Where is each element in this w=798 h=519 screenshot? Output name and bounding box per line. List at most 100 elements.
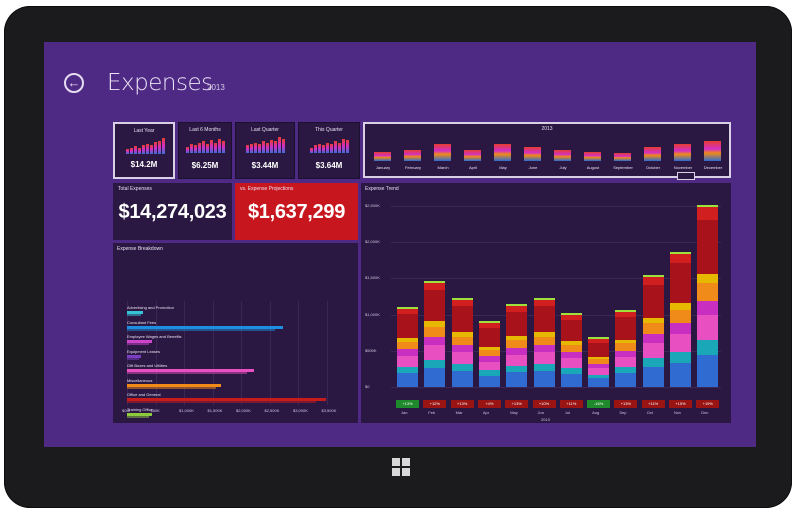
trend-bar-segment[interactable]	[670, 253, 691, 264]
trend-bar-segment[interactable]	[670, 263, 691, 304]
month-bar[interactable]	[704, 141, 721, 161]
trend-bar-segment[interactable]	[697, 220, 719, 274]
trend-bar-segment[interactable]	[478, 327, 500, 347]
trend-bar-segment[interactable]	[506, 354, 528, 366]
trend-bar-segment[interactable]	[588, 339, 610, 343]
trend-bar-segment[interactable]	[397, 355, 418, 367]
trend-bar-segment[interactable]	[642, 358, 664, 368]
trend-bar-segment[interactable]	[670, 352, 691, 364]
trend-bar-segment[interactable]	[451, 371, 473, 387]
trend-bar-segment[interactable]	[478, 361, 500, 371]
month-bar[interactable]	[674, 144, 691, 161]
trend-bar-segment[interactable]	[506, 339, 528, 349]
breakdown-row[interactable]: Consultant Fees	[127, 320, 342, 332]
trend-bar-segment[interactable]	[615, 367, 637, 374]
breakdown-row[interactable]: Advertising and Promotion	[127, 305, 342, 317]
trend-bar-segment[interactable]	[697, 273, 719, 283]
month-bar[interactable]	[554, 150, 571, 161]
trend-bar-segment[interactable]	[533, 300, 555, 307]
trend-bar-segment[interactable]	[424, 336, 446, 346]
month-bar[interactable]	[374, 152, 391, 161]
trend-bar-segment[interactable]	[506, 305, 528, 312]
trend-bar-segment[interactable]	[424, 345, 446, 360]
kpi-tile-2[interactable]: Last Quarter $3.44M	[235, 122, 295, 179]
trend-bar-segment[interactable]	[588, 367, 610, 375]
trend-bar-segment[interactable]	[424, 290, 446, 322]
trend-bar-segment[interactable]	[533, 332, 555, 337]
trend-bar-segment[interactable]	[560, 314, 582, 320]
trend-bar-segment[interactable]	[588, 364, 610, 368]
trend-bar-segment[interactable]	[451, 332, 473, 337]
trend-bar-segment[interactable]	[506, 335, 528, 340]
trend-bar-segment[interactable]	[506, 348, 528, 355]
trend-bar-segment[interactable]	[533, 345, 555, 353]
breakdown-row[interactable]: Office and General	[127, 392, 342, 404]
trend-bar-segment[interactable]	[397, 308, 418, 315]
trend-bar-segment[interactable]	[670, 333, 691, 353]
trend-bar-segment[interactable]	[451, 352, 473, 365]
trend-bar-segment[interactable]	[424, 368, 446, 387]
trend-bar-segment[interactable]	[451, 364, 473, 372]
trend-bar-segment[interactable]	[451, 336, 473, 346]
windows-icon[interactable]	[392, 458, 410, 476]
trend-bar-segment[interactable]	[533, 364, 555, 372]
trend-bar-segment[interactable]	[560, 368, 582, 374]
trend-bar-segment[interactable]	[397, 341, 418, 350]
trend-bar-segment[interactable]	[615, 356, 637, 368]
trend-bar-segment[interactable]	[533, 371, 555, 387]
trend-bar-segment[interactable]	[642, 284, 664, 318]
trend-bar-segment[interactable]	[478, 350, 500, 357]
trend-bar-segment[interactable]	[506, 365, 528, 373]
trend-bar-segment[interactable]	[560, 352, 582, 359]
trend-bar-segment[interactable]	[424, 326, 446, 337]
trend-bar-segment[interactable]	[588, 342, 610, 357]
trend-bar-segment[interactable]	[588, 378, 610, 387]
trend-bar-segment[interactable]	[697, 340, 719, 355]
breakdown-row[interactable]: Miscellaneous	[127, 378, 342, 390]
trend-bar-segment[interactable]	[451, 345, 473, 353]
breakdown-row[interactable]: Employee Wages and Benefits	[127, 334, 342, 346]
month-selector[interactable]: 2013 January February March April May June Jul…	[363, 122, 731, 180]
trend-bar-segment[interactable]	[560, 341, 582, 345]
breakdown-row[interactable]: Gift Boxes and Utilities	[127, 363, 342, 375]
trend-bar-segment[interactable]	[560, 319, 582, 342]
trend-bar-segment[interactable]	[642, 334, 664, 343]
month-bar[interactable]	[494, 144, 511, 161]
back-icon[interactable]: ←	[64, 73, 84, 93]
trend-bar-segment[interactable]	[478, 370, 500, 376]
trend-bar-segment[interactable]	[697, 300, 719, 316]
trend-bar-segment[interactable]	[424, 359, 446, 369]
trend-bar-segment[interactable]	[451, 306, 473, 333]
trend-bar-segment[interactable]	[615, 339, 637, 344]
trend-bar-segment[interactable]	[397, 349, 418, 356]
trend-bar-segment[interactable]	[560, 358, 582, 369]
trend-bar-segment[interactable]	[424, 321, 446, 327]
trend-bar-segment[interactable]	[397, 372, 418, 387]
trend-bar-segment[interactable]	[697, 282, 719, 301]
trend-bar-segment[interactable]	[424, 282, 446, 291]
trend-bar-segment[interactable]	[588, 356, 610, 360]
kpi-tile-3[interactable]: This Quarter $3.64M	[298, 122, 360, 179]
trend-bar-segment[interactable]	[560, 373, 582, 387]
trend-bar-segment[interactable]	[506, 311, 528, 336]
month-bar[interactable]	[584, 152, 601, 161]
total-expenses-tile[interactable]: Total Expenses $14,274,023	[113, 183, 232, 240]
trend-bar-segment[interactable]	[642, 276, 664, 285]
trend-bar-segment[interactable]	[588, 359, 610, 365]
month-bar[interactable]	[524, 147, 541, 161]
trend-bar-segment[interactable]	[670, 303, 691, 310]
trend-bar-segment[interactable]	[506, 372, 528, 387]
trend-bar-segment[interactable]	[615, 316, 637, 340]
trend-bar-segment[interactable]	[697, 354, 719, 387]
kpi-tile-0[interactable]: Last Year $14.2M	[113, 122, 175, 179]
trend-bar-segment[interactable]	[615, 311, 637, 317]
trend-bar-segment[interactable]	[397, 314, 418, 338]
trend-bar-segment[interactable]	[642, 342, 664, 359]
month-bar[interactable]	[644, 147, 661, 161]
month-bar[interactable]	[404, 150, 421, 161]
trend-bar-segment[interactable]	[397, 366, 418, 373]
month-bar[interactable]	[434, 144, 451, 161]
trend-bar-segment[interactable]	[478, 323, 500, 328]
trend-bar-segment[interactable]	[670, 323, 691, 334]
trend-bar-segment[interactable]	[670, 309, 691, 324]
